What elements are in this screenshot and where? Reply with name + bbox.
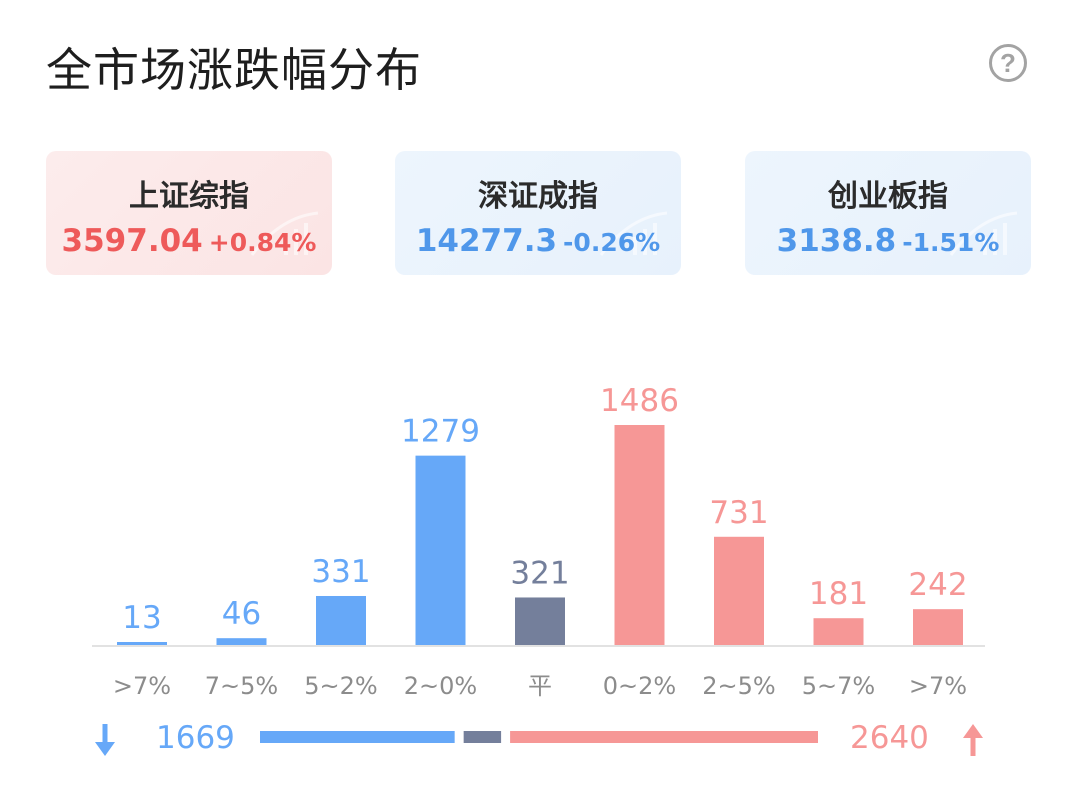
x-tick-label: 5~2%	[304, 672, 377, 700]
bar[interactable]	[415, 455, 466, 645]
x-tick-label: 5~7%	[802, 672, 875, 700]
up-down-ratio-bar	[260, 731, 818, 743]
help-icon[interactable]: ?	[989, 44, 1027, 82]
x-tick-label: 7~5%	[205, 672, 278, 700]
index-value: 3138.8	[776, 223, 897, 259]
bar[interactable]	[117, 642, 167, 645]
index-name: 深证成指	[478, 179, 598, 214]
page-title: 全市场涨跌幅分布	[46, 43, 422, 97]
bar[interactable]	[913, 609, 963, 645]
arrow-down-icon	[95, 724, 115, 756]
down-total: 1669	[156, 720, 235, 756]
bar-value-label: 1279	[401, 414, 480, 450]
bar-value-label: 181	[809, 576, 868, 612]
up-ratio-segment	[510, 731, 818, 743]
index-change: -1.51%	[902, 228, 1000, 257]
chart-decoration-icon	[599, 211, 668, 256]
index-value: 3597.04	[61, 223, 203, 259]
down-ratio-segment	[260, 731, 455, 743]
bar[interactable]	[614, 425, 665, 645]
x-tick-label: 0~2%	[603, 672, 676, 700]
index-name: 上证综指	[129, 179, 249, 214]
bar-value-label: 321	[510, 555, 569, 591]
x-tick-label: >7%	[113, 672, 171, 700]
index-card-shenzhen[interactable]: 深证成指 14277.3 -0.26%	[395, 151, 681, 275]
index-change: -0.26%	[563, 228, 661, 257]
up-total: 2640	[850, 720, 929, 756]
index-value: 14277.3	[415, 223, 558, 259]
x-tick-label: >7%	[909, 672, 967, 700]
chart-decoration-icon	[250, 211, 319, 256]
bar[interactable]	[515, 597, 565, 645]
bar-value-label: 1486	[600, 383, 679, 419]
bar-value-label: 13	[122, 600, 161, 636]
index-card-shanghai[interactable]: 上证综指 3597.04 +0.84%	[46, 151, 332, 275]
index-name: 创业板指	[828, 179, 948, 214]
bar-value-label: 242	[908, 567, 967, 603]
flat-ratio-segment	[463, 731, 502, 743]
distribution-chart: 13 >7% 46 7~5% 331 5~2% 1279 2~0% 321 平 1486 0~2% 73…	[92, 383, 985, 700]
bar-value-label: 46	[222, 596, 261, 632]
index-card-chinext[interactable]: 创业板指 3138.8 -1.51%	[745, 151, 1031, 275]
chart-decoration-icon	[949, 211, 1018, 256]
bar[interactable]	[714, 536, 764, 645]
bar[interactable]	[216, 638, 267, 645]
bar[interactable]	[813, 618, 864, 645]
x-tick-label: 平	[528, 672, 552, 700]
bar-value-label: 731	[709, 495, 768, 531]
bar-value-label: 331	[311, 554, 370, 590]
x-tick-label: 2~0%	[404, 672, 477, 700]
bar[interactable]	[316, 595, 366, 645]
arrow-up-icon	[963, 724, 983, 756]
x-tick-label: 2~5%	[702, 672, 775, 700]
index-change: +0.84%	[208, 228, 317, 257]
